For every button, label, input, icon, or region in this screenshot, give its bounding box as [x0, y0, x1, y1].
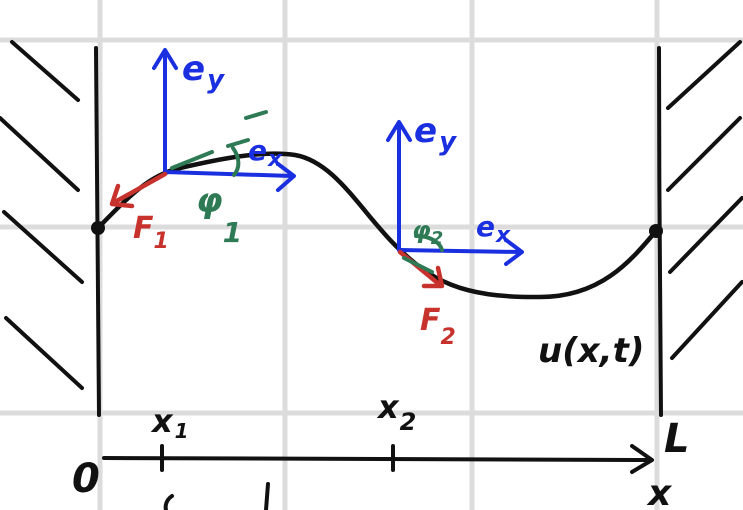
- left-basis: [152, 48, 296, 192]
- origin-label: 0: [72, 456, 100, 502]
- partial-stroke: [163, 494, 174, 510]
- ey-left-arrowhead: [152, 48, 178, 70]
- ex-left-label: ex: [248, 134, 283, 172]
- ey-right-label: ey: [414, 111, 457, 157]
- hatch-mark: [2, 210, 84, 284]
- hatch-mark: [666, 116, 742, 192]
- tangent-left: [170, 150, 214, 170]
- force1-label: F1: [133, 211, 169, 254]
- tangent-right: [402, 256, 434, 274]
- ey-right-arrowhead: [386, 120, 412, 142]
- tangent-left-dash: [226, 138, 250, 148]
- hatch-mark: [670, 280, 743, 360]
- x-axis: [102, 444, 654, 510]
- force1-arrowhead: [109, 183, 135, 209]
- ex-left-arrow: [163, 170, 294, 178]
- phi2-arc: [414, 234, 444, 252]
- partial-stroke: [264, 482, 270, 510]
- phi1-label: φ1: [196, 181, 242, 249]
- hatch-mark: [666, 40, 742, 110]
- ex-right-arrow: [397, 248, 522, 254]
- hatch-mark: [10, 40, 80, 102]
- phi1-arc: [231, 146, 241, 177]
- right-basis: [386, 120, 524, 266]
- ex-bar-mark: [244, 110, 268, 120]
- x-axis-arrowhead: [630, 444, 654, 474]
- hatch-mark: [4, 316, 84, 390]
- displacement-label: u(x,t): [538, 331, 644, 371]
- hatch-mark: [0, 116, 80, 192]
- string-curve: [95, 151, 659, 300]
- axis-label: x: [646, 473, 673, 510]
- angle-marks: [170, 110, 444, 274]
- left-fixed-point: [91, 221, 105, 235]
- force2-label: F2: [420, 303, 456, 350]
- phi2-label: φ2: [412, 216, 443, 249]
- ex-right-label: ex: [476, 210, 511, 248]
- ex-left-arrowhead: [276, 162, 296, 192]
- x-axis-line: [102, 456, 652, 462]
- force1-arrow: [112, 171, 168, 205]
- right-fixed-point: [649, 224, 663, 238]
- left-wall: [0, 40, 101, 417]
- length-label: L: [664, 416, 690, 462]
- force2-arrowhead: [421, 265, 445, 289]
- ey-left-label: ey: [182, 49, 225, 95]
- ex-right-arrowhead: [504, 238, 524, 266]
- hatch-mark: [668, 196, 743, 274]
- x2-label: x2: [376, 388, 416, 436]
